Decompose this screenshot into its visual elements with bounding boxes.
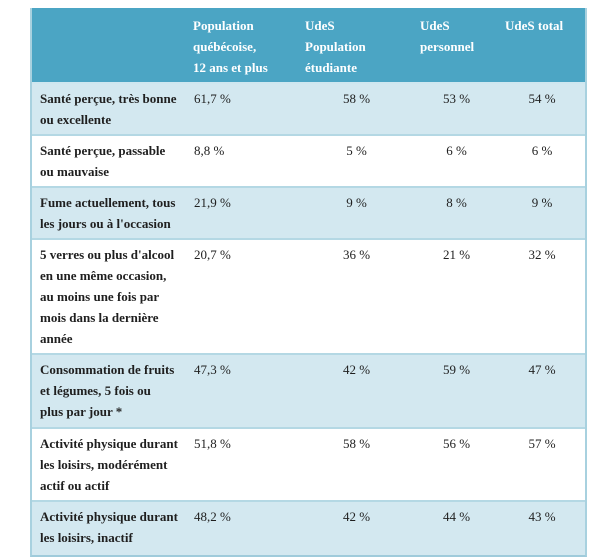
- table-row: Consommation de fruits et légumes, 5 foi…: [32, 353, 585, 427]
- value-cell: 58 %: [342, 436, 371, 451]
- value-cell: 9 %: [346, 195, 367, 210]
- value-cell: 57 %: [528, 436, 556, 451]
- row-label: Santé perçue, passable ou mauvaise: [40, 143, 166, 179]
- header-cell-population-quebecoise: Population québécoise, 12 ans et plus: [193, 18, 268, 75]
- header-cell-udes-etudiante: UdeS Population étudiante: [305, 18, 366, 75]
- value-cell: 56 %: [442, 436, 471, 451]
- value-cell: 5 %: [346, 143, 367, 158]
- value-cell: 8 %: [446, 195, 467, 210]
- table-row: 5 verres ou plus d'alcool en une même oc…: [32, 238, 585, 353]
- row-label: Santé perçue, très bonne ou excellente: [40, 91, 177, 127]
- row-label: Activité physique durant les loisirs, mo…: [40, 436, 178, 493]
- value-cell: 21 %: [442, 247, 471, 262]
- row-label: Activité physique durant les loisirs, in…: [40, 509, 178, 545]
- value-cell: 42 %: [342, 362, 371, 377]
- health-statistics-table: Population québécoise, 12 ans et plus Ud…: [30, 8, 587, 557]
- value-cell: 53 %: [442, 91, 471, 106]
- value-cell: 6 %: [446, 143, 467, 158]
- value-cell: 47 %: [528, 362, 556, 377]
- value-cell: 42 %: [342, 509, 371, 524]
- value-cell: 48,2 %: [194, 509, 231, 524]
- table-row: Santé perçue, passable ou mauvaise 8,8 % 5…: [32, 134, 585, 186]
- row-label: Fume actuellement, tous les jours ou à l…: [40, 195, 176, 231]
- value-cell: 6 %: [531, 143, 553, 158]
- value-cell: 61,7 %: [194, 91, 231, 106]
- row-label: 5 verres ou plus d'alcool en une même oc…: [40, 247, 175, 346]
- value-cell: 59 %: [442, 362, 471, 377]
- value-cell: 36 %: [342, 247, 371, 262]
- value-cell: 20,7 %: [194, 247, 231, 262]
- table-header-row: Population québécoise, 12 ans et plus Ud…: [32, 8, 585, 82]
- row-label: Consommation de fruits et légumes, 5 foi…: [40, 362, 175, 419]
- value-cell: 9 %: [531, 195, 553, 210]
- table-row: Activité physique durant les loisirs, in…: [32, 500, 585, 555]
- table-row: Fume actuellement, tous les jours ou à l…: [32, 186, 585, 238]
- table-row: Activité physique durant les loisirs, mo…: [32, 427, 585, 500]
- header-cell-udes-total: UdeS total: [505, 18, 564, 33]
- header-cell-empty: [32, 8, 187, 82]
- value-cell: 44 %: [442, 509, 471, 524]
- value-cell: 21,9 %: [194, 195, 231, 210]
- value-cell: 51,8 %: [194, 436, 231, 451]
- value-cell: 47,3 %: [194, 362, 231, 377]
- header-cell-udes-personnel: UdeS personnel: [420, 18, 475, 54]
- value-cell: 43 %: [528, 509, 556, 524]
- value-cell: 32 %: [528, 247, 556, 262]
- table-row: Santé perçue, très bonne ou excellente 61…: [32, 82, 585, 134]
- value-cell: 8,8 %: [194, 143, 225, 158]
- value-cell: 58 %: [342, 91, 371, 106]
- table-body: Santé perçue, très bonne ou excellente 61…: [32, 82, 585, 555]
- value-cell: 54 %: [528, 91, 556, 106]
